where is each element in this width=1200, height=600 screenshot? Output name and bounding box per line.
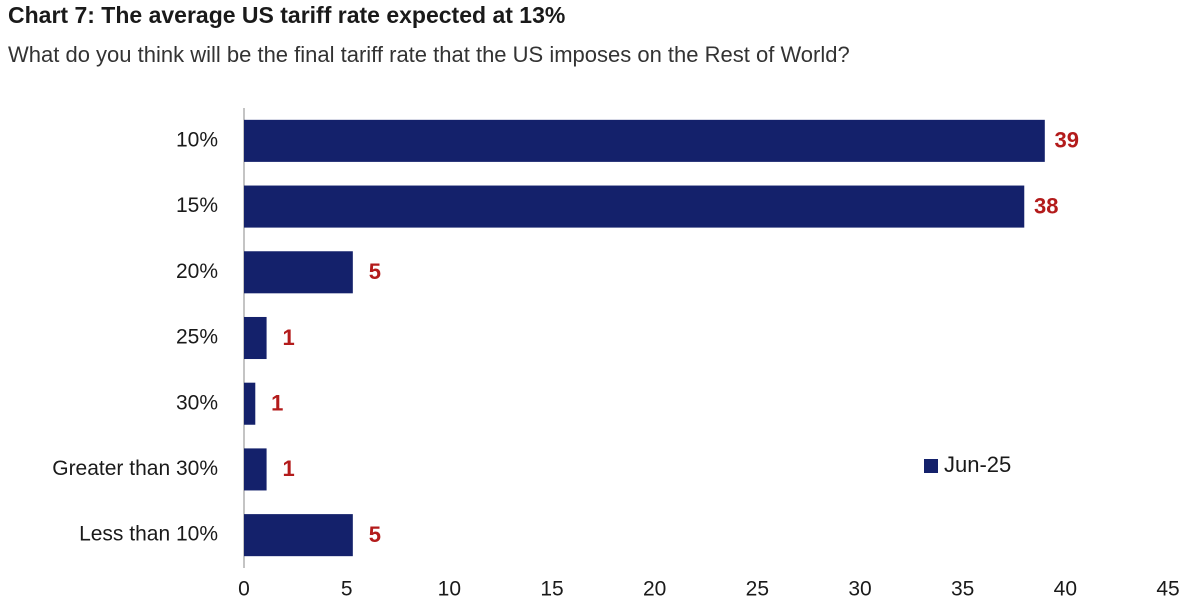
data-label: 39 (1055, 128, 1079, 153)
chart-title: Chart 7: The average US tariff rate expe… (8, 2, 565, 28)
bar (244, 119, 1045, 162)
bar (244, 514, 353, 557)
x-tick-label: 40 (1054, 578, 1077, 600)
x-tick-label: 20 (643, 578, 666, 600)
chart-subtitle: What do you think will be the final tari… (8, 42, 850, 67)
x-tick-label: 35 (951, 578, 974, 600)
bar (244, 185, 1025, 228)
y-tick-label: 20% (176, 260, 218, 283)
x-tick-label: 45 (1156, 578, 1179, 600)
bar (244, 382, 256, 425)
y-tick-label: 10% (176, 128, 218, 151)
x-tick-label: 10 (438, 578, 461, 600)
x-tick-label: 0 (238, 578, 250, 600)
bar (244, 316, 267, 360)
legend-label: Jun-25 (944, 452, 1011, 477)
y-tick-label: 15% (176, 194, 218, 217)
data-label: 38 (1034, 193, 1058, 218)
data-label: 5 (369, 259, 381, 284)
x-tick-label: 30 (848, 578, 871, 600)
bar (244, 251, 353, 294)
data-label: 1 (282, 456, 294, 481)
y-tick-label: Greater than 30% (52, 457, 218, 480)
data-label: 1 (271, 391, 283, 416)
y-tick-label: 30% (176, 391, 218, 414)
y-tick-label: Less than 10% (79, 523, 218, 546)
x-tick-label: 15 (540, 578, 563, 600)
y-tick-label: 25% (176, 326, 218, 349)
legend-swatch (924, 459, 938, 473)
x-tick-label: 25 (746, 578, 769, 600)
x-tick-label: 5 (341, 578, 353, 600)
bar (244, 448, 267, 491)
data-label: 1 (282, 325, 294, 350)
data-label: 5 (369, 522, 381, 547)
